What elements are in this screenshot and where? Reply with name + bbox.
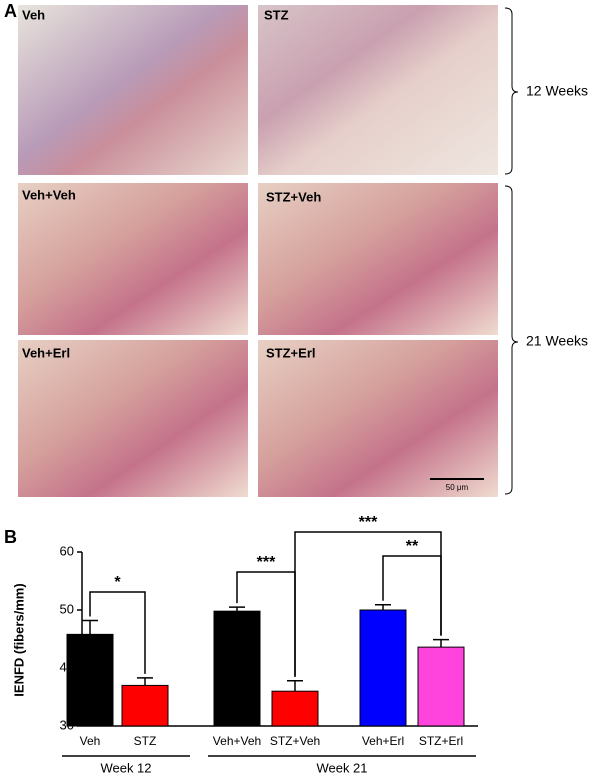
micrograph [258,5,498,175]
error-bar [433,638,449,648]
significance-bracket [382,555,442,636]
micrograph [258,340,498,497]
bracket [504,185,519,495]
significance-label: *** [257,554,276,571]
micrograph [258,183,498,335]
x-tick-label: STZ [134,734,157,748]
image-label: Veh+Veh [22,187,76,202]
x-tick-label: STZ+Veh [270,734,320,748]
bar [271,690,319,727]
group-label: 21 Weeks [526,333,588,349]
significance-bracket [89,591,146,674]
y-tick-label: 50 [60,601,74,616]
micrograph [18,183,248,335]
significance-label: *** [359,514,378,531]
error-bar [82,619,98,635]
bracket [504,7,519,175]
y-tick-label: 60 [60,543,74,558]
error-bar [229,606,245,612]
panel-label: A [4,1,17,21]
x-tick-label: Veh+Erl [362,734,404,748]
x-tick-label: STZ+Erl [419,734,463,748]
image-label: Veh [22,7,45,22]
x-tick-label: Veh+Veh [213,734,261,748]
x-tick-label: Veh [80,734,101,748]
panel-label: B [4,527,17,547]
significance-label: * [114,574,121,591]
bar [213,610,261,727]
bar [359,609,407,727]
image-label: STZ [264,7,289,22]
significance-label: ** [406,538,419,555]
micrograph [18,5,248,175]
image-label: Veh+Erl [22,345,70,360]
group-label: Week 21 [316,760,367,775]
group-label: 12 Weeks [526,83,588,99]
image-label: STZ+Veh [266,189,321,204]
bar [121,684,169,727]
error-bar [137,677,153,686]
micrographs [18,5,498,497]
group-label: Week 12 [100,760,151,775]
error-bar [375,604,391,610]
scale-bar-label: 50 μm [446,483,469,492]
y-axis-label: IENFD (fibers/mm) [11,583,26,696]
bar [417,646,465,727]
error-bar [287,680,303,692]
bar [66,633,114,727]
micrograph [18,340,248,497]
image-label: STZ+Erl [266,345,316,360]
